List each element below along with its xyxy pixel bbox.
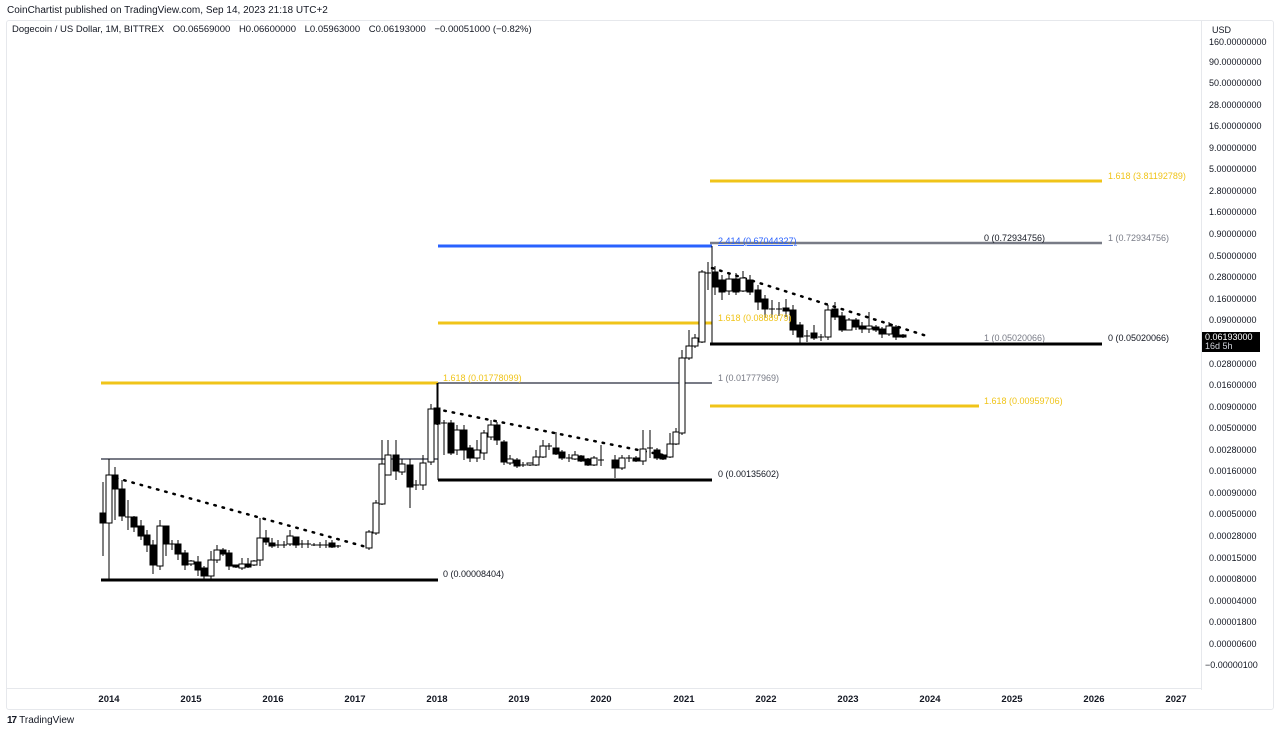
time-tick: 2022 [755,694,777,705]
time-tick: 2014 [98,694,120,705]
tradingview-watermark[interactable]: 17 TradingView [7,715,74,726]
candles [705,262,907,344]
fib-label: 0 (0.00008404) [443,569,505,579]
price-tick: 0.00090000 [1209,488,1257,498]
high-value: H0.06600000 [238,24,296,35]
bar-countdown: 16d 5h [1205,341,1233,351]
candles [99,383,441,580]
price-tick: 0.28000000 [1209,272,1257,282]
fib-label: 1.618 (3.81192789) [1108,171,1186,181]
fib-label: 1 (0.01777969) [718,373,780,383]
chart-frame [6,20,1274,710]
low-value: L0.05963000 [304,24,361,35]
price-tick: 0.00028000 [1209,531,1257,541]
price-tick: 0.00160000 [1209,466,1257,476]
trendlines[interactable] [114,266,932,550]
time-tick: 2017 [344,694,366,705]
last-price-value: 0.06193000 [1205,332,1253,342]
time-tick: 2027 [1165,694,1187,705]
last-price-badge: 0.06193000 16d 5h [1202,332,1260,352]
brand-name: TradingView [19,715,75,726]
fib-levels[interactable] [101,179,1102,582]
price-tick: 0.00050000 [1209,509,1257,519]
price-tick: 1.60000000 [1209,207,1257,217]
time-tick: 2019 [508,694,530,705]
price-tick: 0.09000000 [1209,315,1257,325]
time-tick: 2024 [919,694,941,705]
price-tick: 90.00000000 [1209,57,1262,67]
time-tick: 2018 [426,694,448,705]
close-value: C0.06193000 [368,24,426,35]
change-value: −0.00051000 (−0.82%) [434,24,532,35]
fib-label: 1.618 (0.0888979) [718,313,792,323]
price-chart-canvas[interactable] [0,0,1200,690]
time-tick: 2020 [590,694,612,705]
price-tick: 160.00000000 [1209,37,1267,47]
time-tick: 2021 [673,694,695,705]
fib-label: 1.618 (0.00959706) [984,396,1063,406]
open-value: O0.06569000 [172,24,231,35]
price-tick: 2.80000000 [1209,186,1257,196]
symbol-name[interactable]: Dogecoin / US Dollar, 1M, BITTREX [12,24,165,35]
fib-label: 1 (0.05020066) [984,333,1046,343]
fib-label: 0 (0.05020066) [1108,333,1170,343]
fib-label: 2.414 (0.67044327) [718,236,797,246]
price-tick: 0.00004000 [1209,596,1257,606]
time-tick: 2023 [837,694,859,705]
fib-label: 1 (0.72934756) [1108,233,1170,243]
currency-label: USD [1212,25,1232,35]
tradingview-logo-icon: 17 [7,715,17,726]
price-tick: 0.00500000 [1209,423,1257,433]
price-tick: 0.01600000 [1209,380,1257,390]
price-tick: 0.00015000 [1209,553,1257,563]
price-tick: 0.90000000 [1209,229,1257,239]
symbol-legend: Dogecoin / US Dollar, 1M, BITTREX O0.065… [12,24,538,35]
candles [441,270,706,478]
price-tick: 0.16000000 [1209,294,1257,304]
price-tick: 5.00000000 [1209,164,1257,174]
time-tick: 2016 [262,694,284,705]
price-tick: 50.00000000 [1209,78,1262,88]
time-tick: 2025 [1001,694,1023,705]
price-tick: 28.00000000 [1209,100,1262,110]
price-tick: 0.00001800 [1209,617,1257,627]
fib-label: 0 (0.72934756) [984,233,1046,243]
price-tick: 0.00008000 [1209,574,1257,584]
time-tick: 2026 [1083,694,1105,705]
price-tick: 16.00000000 [1209,121,1262,131]
price-tick: 0.00000600 [1209,639,1257,649]
price-tick: 0.02800000 [1209,359,1257,369]
time-axis[interactable] [6,688,1202,710]
price-axis[interactable]: USD [1201,20,1274,690]
time-tick: 2015 [180,694,202,705]
publisher-caption: CoinChartist published on TradingView.co… [7,5,328,16]
price-tick: −0.00000100 [1205,660,1258,670]
fib-label: 0 (0.00135602) [718,469,780,479]
price-tick: 0.00280000 [1209,445,1257,455]
price-tick: 0.50000000 [1209,251,1257,261]
price-tick: 9.00000000 [1209,143,1257,153]
price-tick: 0.00900000 [1209,402,1257,412]
fib-label: 1.618 (0.01778099) [443,373,522,383]
